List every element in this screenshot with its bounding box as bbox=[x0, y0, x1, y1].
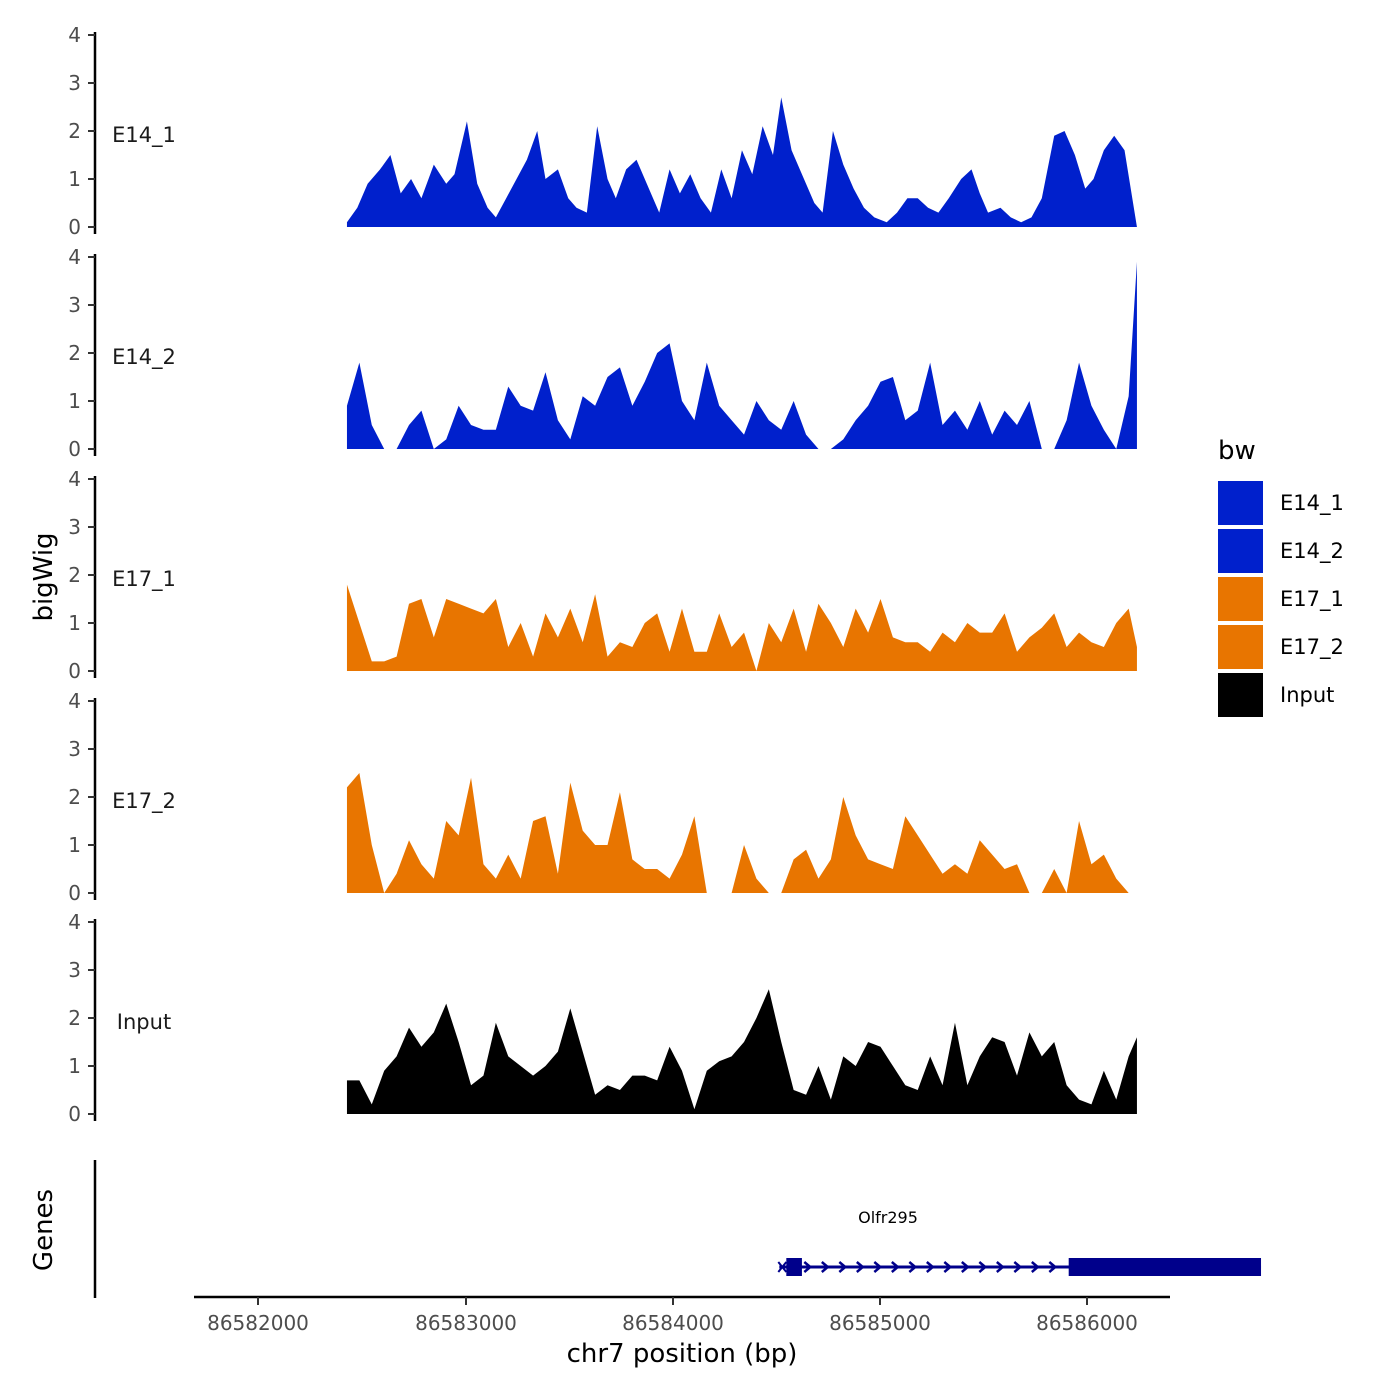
x-axis-title: chr7 position (bp) bbox=[567, 1339, 798, 1369]
x-axis: 86582000 86583000 86584000 86585000 86586000 bbox=[194, 1295, 1170, 1335]
legend-entry: E14_2 bbox=[1218, 529, 1344, 573]
y-tick-label: 2 bbox=[68, 1006, 81, 1030]
y-tick-label: 1 bbox=[68, 167, 81, 191]
strand-arrow bbox=[1031, 1261, 1040, 1273]
strand-arrow bbox=[943, 1261, 953, 1273]
signal-area-Input bbox=[346, 989, 1137, 1114]
track-E17_1: 0 1 2 3 4 E17_1 bbox=[68, 467, 1137, 683]
y-tick-label: 0 bbox=[68, 1102, 81, 1126]
legend-label: Input bbox=[1280, 683, 1334, 707]
legend-entry: E14_1 bbox=[1218, 481, 1344, 525]
gene-panel: Olfr295 bbox=[93, 1160, 1262, 1298]
strand-arrow bbox=[961, 1261, 970, 1273]
track-E17_2: 0 1 2 3 4 E17_2 bbox=[68, 689, 1129, 905]
strand-arrow bbox=[873, 1261, 883, 1273]
legend-swatch bbox=[1218, 673, 1263, 717]
y-tick-label: 2 bbox=[68, 785, 81, 809]
y-tick-label: 1 bbox=[68, 389, 81, 413]
y-tick-label: 0 bbox=[68, 659, 81, 683]
y-tick-label: 4 bbox=[68, 23, 81, 47]
y-tick-label: 0 bbox=[68, 881, 81, 905]
legend-swatch bbox=[1218, 481, 1263, 525]
track-label: Input bbox=[117, 1010, 171, 1034]
gene-start-mark bbox=[777, 1261, 788, 1273]
signal-area-E14_2 bbox=[346, 261, 1137, 449]
strand-arrow bbox=[908, 1261, 918, 1273]
y-tick-label: 2 bbox=[68, 119, 81, 143]
gene-exon bbox=[1068, 1258, 1262, 1276]
y-tick-label: 2 bbox=[68, 341, 81, 365]
signal-tracks: 0 1 2 3 4 E14_1 0 1 2 3 4 E14_2 0 1 2 3 4 E17_1 0 1 2 3 4 E17_2… bbox=[68, 23, 1137, 1126]
y-tick-label: 1 bbox=[68, 833, 81, 857]
y-tick-label: 3 bbox=[68, 737, 81, 761]
track-label: E17_2 bbox=[112, 789, 176, 814]
gene-name-label: Olfr295 bbox=[858, 1208, 918, 1227]
y-tick-label: 3 bbox=[68, 515, 81, 539]
track-label: E14_2 bbox=[112, 345, 176, 370]
y-tick-label: 4 bbox=[68, 689, 81, 713]
track-E14_1: 0 1 2 3 4 E14_1 bbox=[68, 23, 1137, 239]
gene-panel-title: Genes bbox=[29, 1189, 59, 1271]
legend-entry: E17_1 bbox=[1218, 577, 1344, 621]
legend-entry: Input bbox=[1218, 673, 1334, 717]
signal-area-E17_1 bbox=[346, 584, 1137, 671]
gene-exon bbox=[786, 1258, 802, 1276]
x-tick-label: 86586000 bbox=[1036, 1311, 1138, 1335]
legend-label: E17_1 bbox=[1280, 587, 1344, 612]
legend-swatch bbox=[1218, 529, 1263, 573]
track-label: E17_1 bbox=[112, 567, 176, 592]
strand-arrow bbox=[926, 1261, 935, 1273]
legend-label: E14_1 bbox=[1280, 491, 1344, 516]
track-label: E14_1 bbox=[112, 123, 176, 148]
legend-swatch bbox=[1218, 625, 1263, 669]
track-E14_2: 0 1 2 3 4 E14_2 bbox=[68, 245, 1137, 461]
strand-arrow bbox=[996, 1261, 1005, 1273]
gene-Olfr295: Olfr295 bbox=[777, 1208, 1262, 1276]
y-tick-label: 4 bbox=[68, 467, 81, 491]
signal-area-E14_1 bbox=[346, 97, 1137, 228]
legend-label: E17_2 bbox=[1280, 635, 1344, 660]
signal-area-E17_2 bbox=[346, 773, 1129, 893]
strand-arrow bbox=[803, 1261, 813, 1273]
strand-arrow bbox=[821, 1261, 830, 1273]
y-tick-label: 3 bbox=[68, 71, 81, 95]
strand-arrow bbox=[838, 1261, 848, 1273]
strand-arrow bbox=[891, 1261, 900, 1273]
y-tick-label: 1 bbox=[68, 1054, 81, 1078]
y-tick-label: 0 bbox=[68, 215, 81, 239]
legend-entry: E17_2 bbox=[1218, 625, 1344, 669]
strand-arrow bbox=[1013, 1261, 1023, 1273]
legend-swatch bbox=[1218, 577, 1263, 621]
y-tick-label: 4 bbox=[68, 910, 81, 934]
x-tick-label: 86585000 bbox=[829, 1311, 931, 1335]
legend-title: bw bbox=[1218, 436, 1256, 466]
track-Input: 0 1 2 3 4 Input bbox=[68, 910, 1137, 1126]
y-axis-title: bigWig bbox=[29, 532, 59, 621]
strand-arrow bbox=[856, 1261, 865, 1273]
y-tick-label: 2 bbox=[68, 563, 81, 587]
strand-arrow bbox=[978, 1261, 988, 1273]
x-tick-label: 86584000 bbox=[622, 1311, 724, 1335]
x-tick-label: 86582000 bbox=[207, 1311, 309, 1335]
y-tick-label: 4 bbox=[68, 245, 81, 269]
legend-label: E14_2 bbox=[1280, 539, 1344, 564]
legend: bw E14_1 E14_2 E17_1 E17_2 Input bbox=[1218, 436, 1344, 717]
y-tick-label: 0 bbox=[68, 437, 81, 461]
y-tick-label: 3 bbox=[68, 958, 81, 982]
y-tick-label: 1 bbox=[68, 611, 81, 635]
x-tick-label: 86583000 bbox=[415, 1311, 517, 1335]
y-tick-label: 3 bbox=[68, 293, 81, 317]
strand-arrow bbox=[1048, 1261, 1058, 1273]
